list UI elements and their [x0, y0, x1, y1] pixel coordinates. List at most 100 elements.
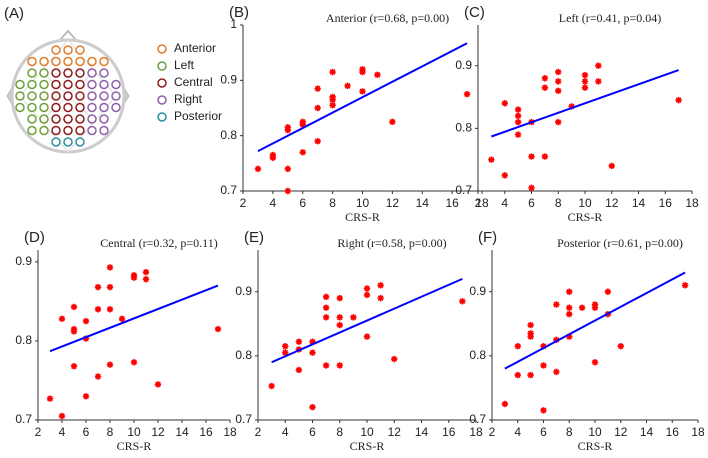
x-tick-label: 18: [469, 425, 483, 439]
y-tick-label: 1: [230, 17, 237, 31]
x-tick-label: 14: [416, 196, 430, 210]
electrode: [27, 79, 37, 90]
fit-line: [49, 284, 219, 353]
x-tick-label: 8: [555, 196, 562, 210]
electrode: [27, 114, 37, 124]
electrode: [51, 91, 61, 101]
electrode: [15, 102, 25, 113]
point: [553, 368, 560, 376]
point: [309, 349, 316, 356]
point: [322, 304, 330, 311]
legend-swatch: [157, 61, 167, 71]
chart-title: Left (r=0.41, p=0.04): [559, 11, 662, 25]
electrode: [99, 102, 109, 113]
point: [299, 149, 306, 156]
x-tick-label: 12: [614, 425, 628, 439]
point: [282, 343, 289, 350]
electrode: [51, 56, 61, 67]
x-tick-label: 4: [270, 196, 277, 210]
point: [566, 333, 573, 340]
point: [82, 335, 90, 342]
electrode: [51, 137, 61, 147]
point: [604, 288, 612, 295]
point: [566, 310, 573, 318]
point: [541, 75, 549, 82]
electrode: [39, 56, 49, 67]
point: [540, 407, 547, 414]
point: [94, 306, 102, 313]
electrode: [75, 102, 85, 113]
panel-label: (F): [478, 229, 497, 246]
point: [391, 355, 398, 363]
point: [568, 103, 575, 110]
point: [94, 373, 102, 380]
electrode: [111, 91, 121, 101]
x-tick-label: 2: [489, 425, 496, 439]
y-tick-label: 0.9: [220, 73, 237, 87]
x-tick-label: 12: [386, 196, 400, 210]
legend-label: Posterior: [174, 109, 222, 123]
point: [336, 362, 343, 369]
point: [555, 87, 562, 94]
point: [591, 301, 599, 308]
point: [377, 282, 384, 289]
point: [329, 102, 336, 109]
point: [675, 96, 682, 104]
point: [82, 393, 90, 400]
x-tick-label: 10: [578, 196, 592, 210]
electrode: [27, 56, 37, 67]
electrode: [111, 79, 121, 90]
point: [70, 303, 78, 311]
x-tick-label: 4: [501, 196, 508, 210]
point: [553, 336, 560, 344]
x-tick-label: 6: [528, 196, 535, 210]
y-tick-label: 0.7: [235, 412, 252, 426]
x-tick-label: 12: [388, 425, 402, 439]
electrode: [75, 68, 85, 78]
point: [106, 361, 114, 368]
x-tick-label: 6: [309, 425, 316, 439]
point: [329, 93, 336, 101]
electrode: [111, 102, 121, 113]
point: [578, 304, 586, 311]
point: [268, 382, 275, 390]
chart-title: Central (r=0.32, p=0.11): [100, 236, 217, 250]
point: [514, 106, 522, 113]
point: [295, 366, 303, 374]
point: [94, 283, 102, 291]
panel-label: (C): [464, 4, 485, 21]
x-tick-label: 10: [360, 425, 374, 439]
point: [527, 321, 534, 329]
point: [106, 283, 114, 291]
point: [106, 306, 114, 313]
electrode: [87, 91, 97, 101]
point: [46, 395, 54, 402]
point: [514, 118, 522, 126]
y-tick-label: 0.9: [469, 284, 486, 298]
fit-line: [491, 69, 679, 138]
point: [363, 333, 371, 340]
point: [514, 343, 521, 350]
electrode: [15, 91, 25, 101]
x-tick-label: 10: [588, 425, 602, 439]
point: [514, 112, 522, 120]
electrode: [51, 68, 61, 78]
point: [591, 359, 599, 366]
point: [309, 338, 316, 345]
y-tick-label: 0.7: [455, 183, 472, 197]
x-tick-label: 16: [659, 196, 673, 210]
electrode: [87, 102, 97, 113]
point: [501, 400, 509, 408]
x-tick-label: 2: [35, 425, 42, 439]
point: [214, 325, 222, 333]
x-tick-label: 8: [336, 425, 343, 439]
x-tick-label: 16: [199, 425, 213, 439]
point: [514, 371, 521, 379]
fit-line: [271, 277, 463, 364]
x-tick-label: 4: [59, 425, 66, 439]
point: [58, 412, 66, 420]
legend-swatch: [157, 78, 167, 88]
electrode: [51, 45, 61, 55]
point: [377, 294, 384, 302]
electrode: [99, 91, 109, 101]
